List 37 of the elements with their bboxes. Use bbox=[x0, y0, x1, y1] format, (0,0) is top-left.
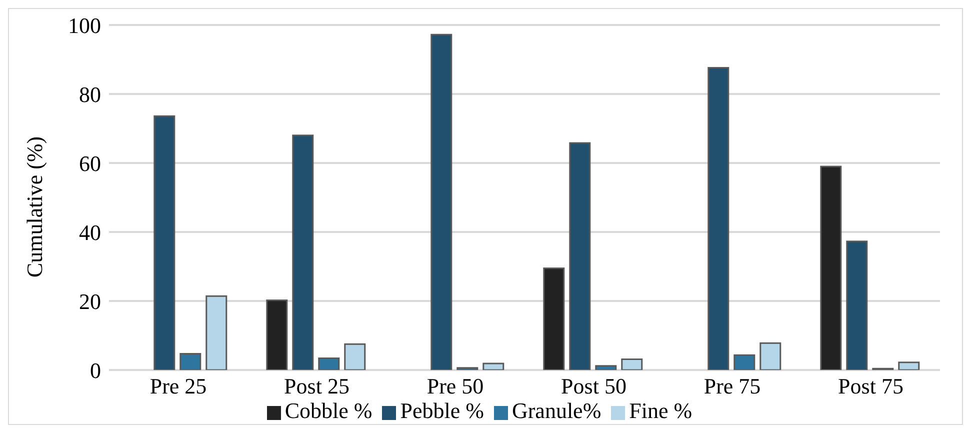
x-tick-label: Pre 25 bbox=[150, 374, 207, 399]
x-tick-label: Post 50 bbox=[561, 374, 626, 399]
legend-label: Pebble % bbox=[400, 398, 484, 423]
bar bbox=[846, 240, 868, 370]
bar bbox=[760, 342, 782, 370]
y-tick-label: 100 bbox=[68, 12, 101, 38]
bar bbox=[206, 295, 228, 370]
bar bbox=[569, 142, 591, 370]
y-axis-title: Cumulative (%) bbox=[22, 136, 47, 278]
y-tick-label: 60 bbox=[79, 150, 101, 176]
bar bbox=[820, 166, 842, 370]
bar bbox=[266, 300, 288, 370]
bar bbox=[318, 358, 340, 370]
x-tick-label: Post 75 bbox=[838, 374, 904, 399]
legend-label: Fine % bbox=[629, 398, 692, 423]
y-tick-label: 0 bbox=[90, 358, 101, 383]
bar bbox=[621, 358, 643, 370]
bar bbox=[898, 362, 920, 370]
bar bbox=[154, 115, 176, 370]
y-tick-label: 40 bbox=[79, 220, 101, 245]
x-tick-label: Post 25 bbox=[284, 374, 350, 399]
bar bbox=[180, 353, 202, 370]
legend-label: Granule% bbox=[512, 398, 602, 423]
bar bbox=[430, 34, 452, 370]
bar bbox=[456, 367, 478, 370]
y-tick-label: 80 bbox=[79, 82, 101, 107]
bar bbox=[734, 354, 756, 370]
bar bbox=[344, 343, 366, 370]
x-tick-label: Pre 50 bbox=[426, 374, 484, 399]
bar bbox=[292, 134, 314, 370]
x-tick-label: Pre 75 bbox=[704, 374, 761, 399]
legend-label: Cobble % bbox=[284, 398, 372, 423]
bar bbox=[482, 362, 504, 370]
bar bbox=[595, 365, 617, 370]
bar bbox=[543, 267, 565, 370]
bar bbox=[708, 67, 730, 370]
y-tick-label: 20 bbox=[79, 288, 101, 314]
